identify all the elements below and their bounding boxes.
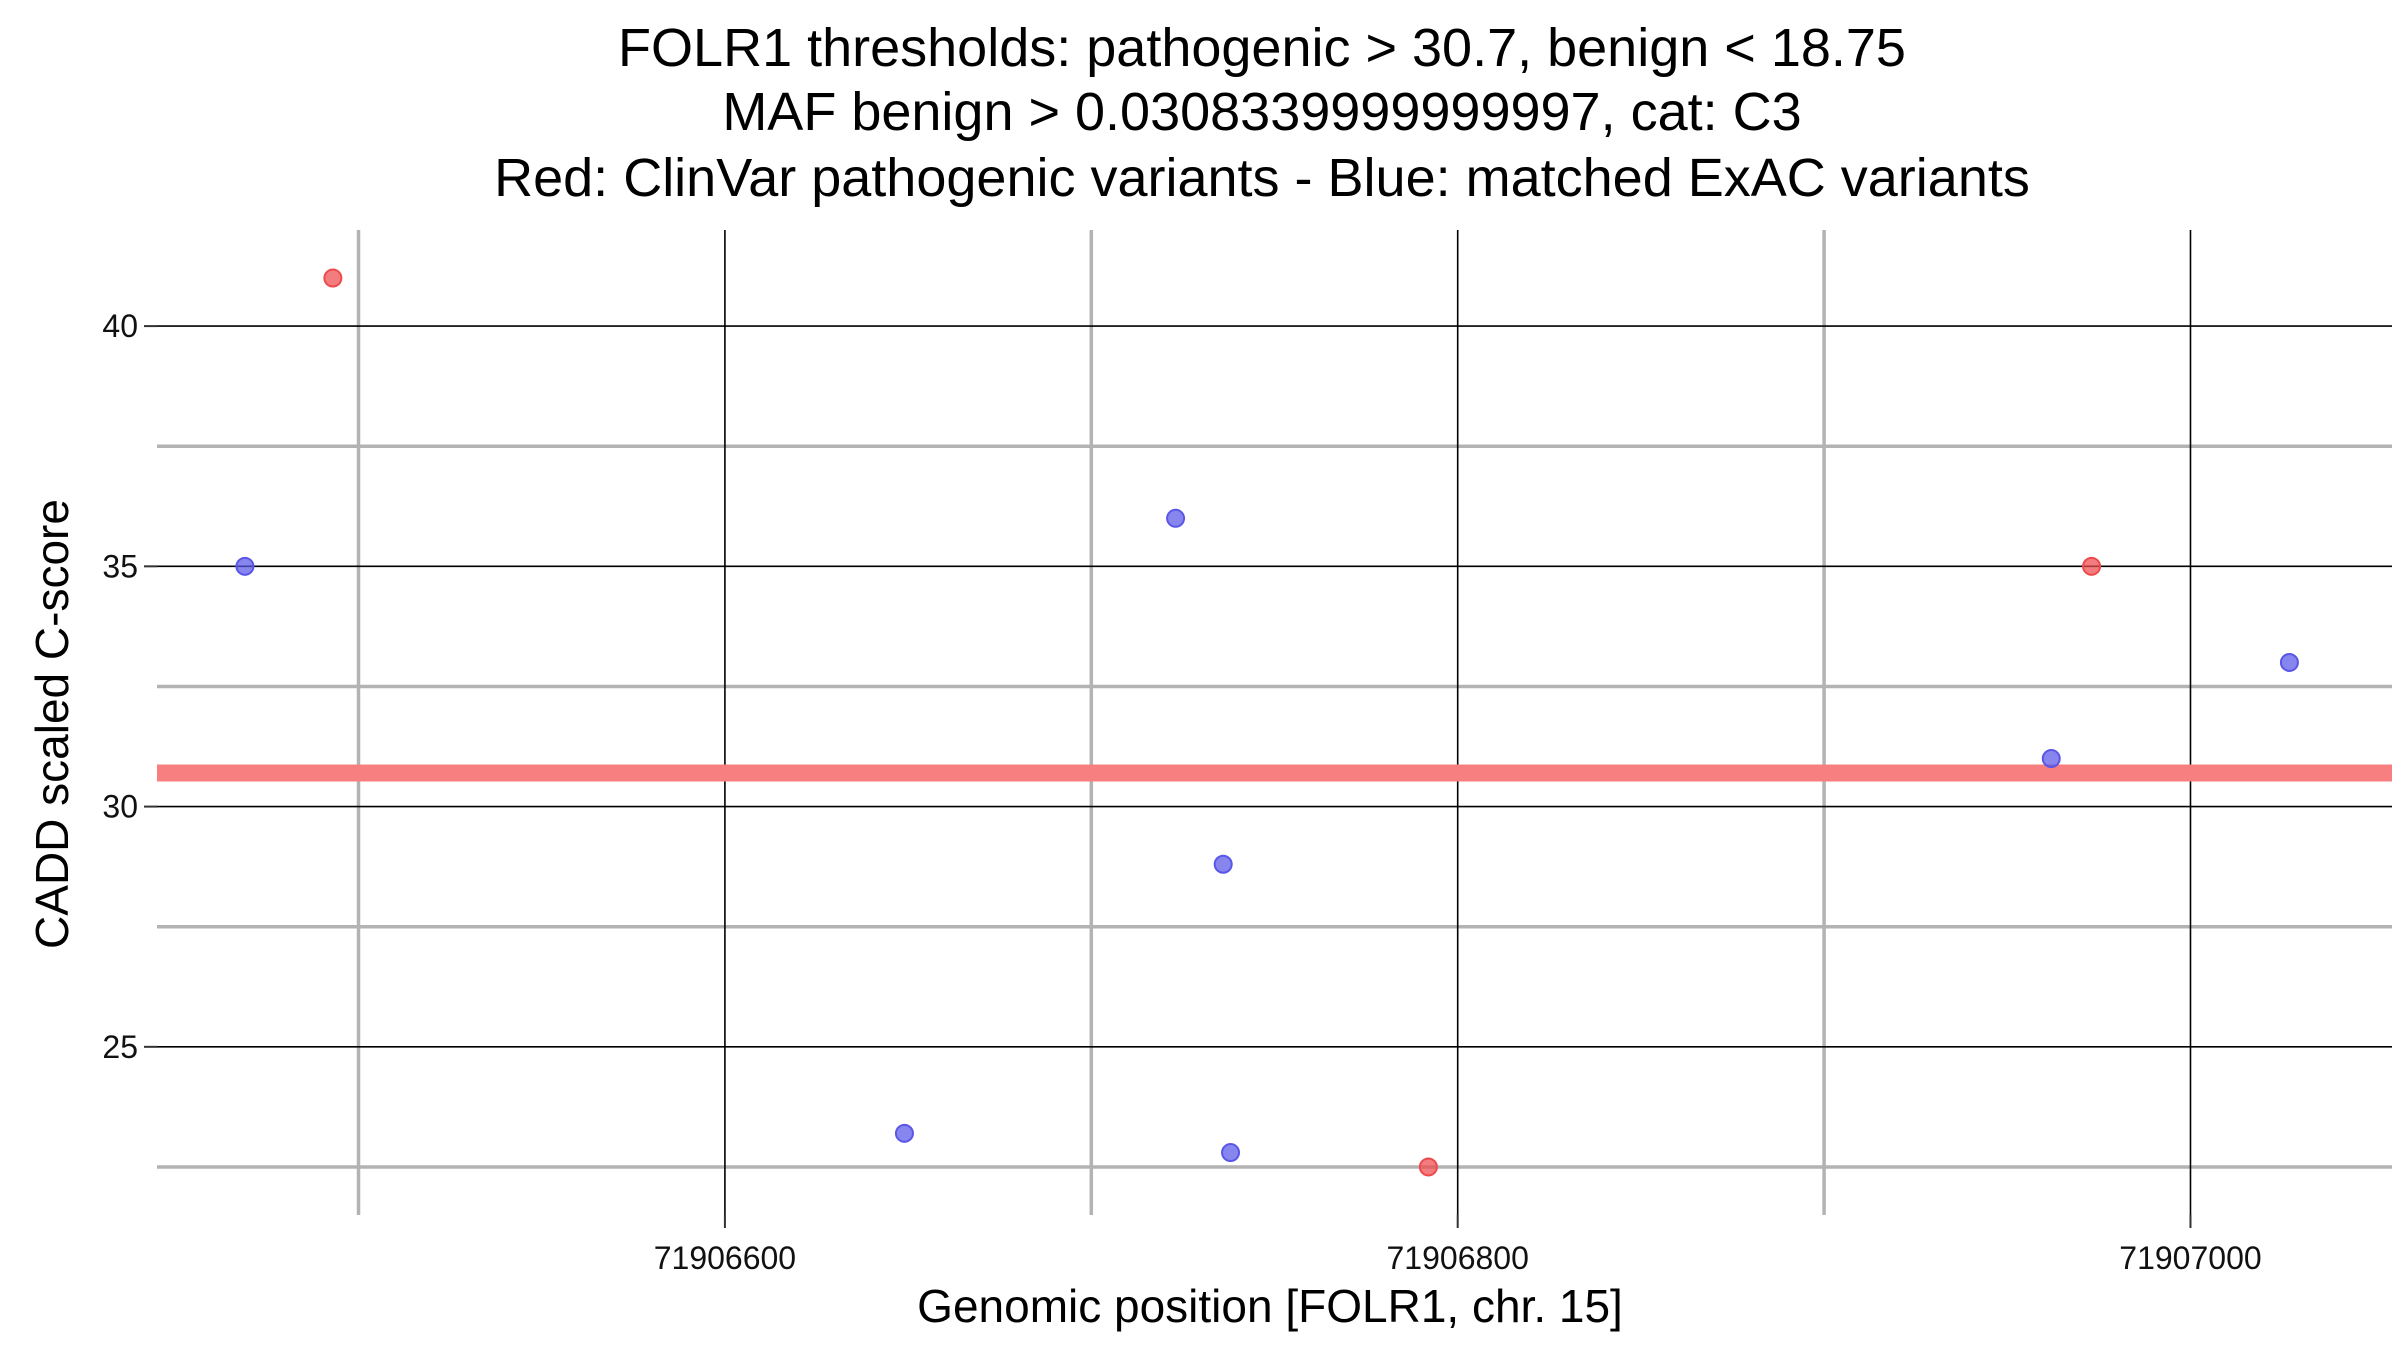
- data-points: [235, 268, 2299, 1177]
- title-line-1: FOLR1 thresholds: pathogenic > 30.7, ben…: [618, 18, 1906, 78]
- benign-variant-point: [1166, 508, 1186, 528]
- x-axis-ticks: 71906600 71906800 71907000: [654, 1215, 2262, 1276]
- major-gridlines: [157, 230, 2392, 1215]
- y-tick-label: 25: [102, 1029, 138, 1065]
- x-tick-label: 71906800: [1387, 1240, 1529, 1276]
- benign-variant-point: [1221, 1143, 1241, 1163]
- minor-gridlines: [157, 230, 2392, 1215]
- y-tick-label: 30: [102, 789, 138, 825]
- x-axis-title: Genomic position [FOLR1, chr. 15]: [917, 1280, 1623, 1332]
- benign-variant-point: [235, 556, 255, 576]
- pathogenic-variant-point: [1418, 1157, 1438, 1177]
- y-axis-ticks: 25 30 35 40: [102, 308, 157, 1065]
- title-line-3: Red: ClinVar pathogenic variants - Blue:…: [494, 148, 2030, 208]
- pathogenic-variant-point: [323, 268, 343, 288]
- y-tick-label: 35: [102, 548, 138, 584]
- benign-variant-point: [2279, 652, 2299, 672]
- pathogenic-variant-point: [2082, 556, 2102, 576]
- chart-title: FOLR1 thresholds: pathogenic > 30.7, ben…: [494, 18, 2030, 208]
- benign-variant-point: [2041, 749, 2061, 769]
- x-tick-label: 71906600: [654, 1240, 796, 1276]
- benign-variant-point: [1213, 854, 1233, 874]
- x-tick-label: 71907000: [2119, 1240, 2261, 1276]
- y-axis-title: CADD scaled C-score: [26, 499, 78, 949]
- y-tick-label: 40: [102, 308, 138, 344]
- benign-variant-point: [894, 1123, 914, 1143]
- title-line-2: MAF benign > 0.0308339999999997, cat: C3: [722, 82, 1801, 142]
